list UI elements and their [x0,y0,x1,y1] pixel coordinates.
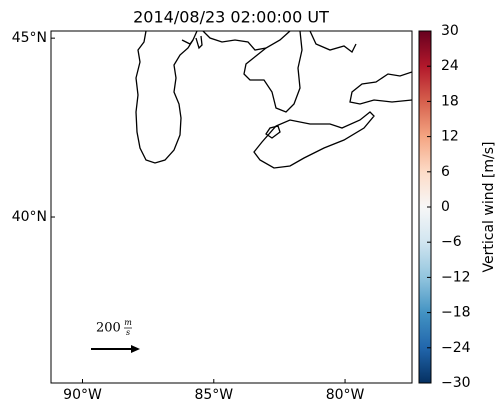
colorbar-tick-label: 6 [441,164,450,180]
colorbar-tick-label: −30 [441,375,471,391]
colorbar-tick-label: −6 [441,234,462,250]
quiver-unit-den: s [126,328,130,337]
colorbar-tick-label: 18 [441,93,459,109]
quiver-key-value: 200 [96,321,121,336]
colorbar-label: Vertical wind [m/s] [481,142,497,273]
lon-tick-label: 80°W [326,387,365,403]
colorbar-tick-label: −18 [441,305,471,321]
colorbar-tick-label: 12 [441,129,459,145]
quiver-key: 200 m s [96,318,132,337]
coastlines [135,31,412,169]
lon-tick-label: 85°W [194,387,233,403]
lat-tick-label: 40°N [12,209,47,225]
colorbar-tick-label: −12 [441,269,471,285]
colorbar-tick-label: 0 [441,199,450,215]
colorbar-tick-label: 24 [441,58,459,74]
lon-tick-label: 90°W [63,387,102,403]
lat-tick-label: 45°N [12,30,47,46]
map-frame [50,30,413,384]
quiver-unit-num: m [124,318,132,327]
title: 2014/08/23 02:00:00 UT [133,8,329,27]
colorbar-tick-label: 30 [441,23,459,39]
quiver-key-arrowhead [131,345,140,353]
colorbar-tick-label: −24 [441,340,471,356]
